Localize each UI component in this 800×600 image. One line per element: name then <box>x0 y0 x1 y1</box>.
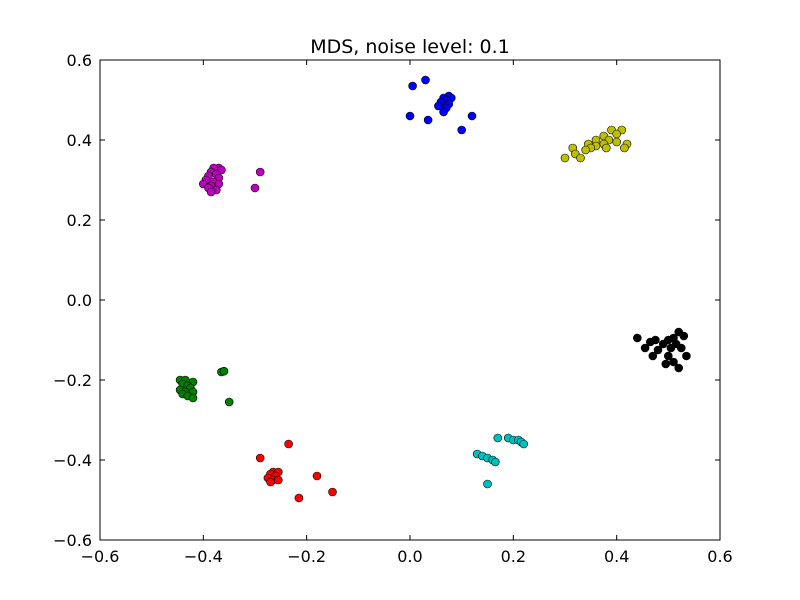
y-tick-label: 0.6 <box>67 51 92 70</box>
scatter-point <box>666 343 676 353</box>
scatter-point <box>519 439 529 449</box>
scatter-point <box>255 453 265 463</box>
chart-title: MDS, noise level: 0.1 <box>310 36 510 58</box>
scatter-point <box>328 487 337 497</box>
x-tick-label: 0.2 <box>501 547 526 566</box>
scatter-point <box>612 137 622 147</box>
y-tick-label: 0.2 <box>67 211 92 230</box>
scatter-point <box>581 145 591 155</box>
scatter-point <box>294 493 304 503</box>
y-tick-label: −0.2 <box>53 371 92 390</box>
scatter-point <box>421 75 430 85</box>
scatter-point <box>219 366 229 376</box>
scatter-point <box>676 343 686 353</box>
scatter-point <box>493 433 503 443</box>
scatter-point <box>682 351 691 361</box>
scatter-point <box>405 111 415 121</box>
scatter-point <box>250 183 260 193</box>
x-tick-label: −0.2 <box>287 547 326 566</box>
scatter-point <box>663 351 673 361</box>
scatter-point <box>632 333 642 343</box>
y-tick-label: −0.4 <box>53 451 92 470</box>
scatter-point <box>620 143 629 153</box>
scatter-point <box>653 345 663 355</box>
points-layer <box>175 75 691 503</box>
scatter-point <box>408 81 417 91</box>
x-tick-label: 0.0 <box>397 547 422 566</box>
x-tick-label: −0.4 <box>184 547 223 566</box>
x-tick-label: 0.4 <box>604 547 629 566</box>
scatter-point <box>273 475 283 485</box>
scatter-point <box>439 107 448 117</box>
scatter-point <box>284 439 293 449</box>
scatter-point <box>645 337 655 347</box>
scatter-point <box>490 457 500 467</box>
scatter-point <box>255 167 265 177</box>
scatter-point <box>674 363 684 373</box>
scatter-point <box>679 331 689 341</box>
scatter-point <box>661 359 671 369</box>
scatter-point <box>188 393 198 403</box>
scatter-point <box>423 115 433 125</box>
ticks-layer: −0.6 −0.4 −0.2 0.0 0.2 0.4 0.6 −0.6 −0.4 −0.2 0.0 0… <box>53 51 733 566</box>
scatter-point <box>658 339 668 349</box>
scatter-point <box>640 343 650 353</box>
scatter-point <box>457 125 467 135</box>
scatter-point <box>483 479 492 489</box>
y-tick-label: 0.0 <box>67 291 92 310</box>
scatter-point <box>467 111 477 121</box>
x-tick-label: 0.6 <box>707 547 732 566</box>
scatter-point <box>576 153 585 163</box>
scatter-point <box>266 477 275 487</box>
scatter-point <box>612 129 622 139</box>
y-tick-label: −0.6 <box>53 531 92 550</box>
scatter-point <box>601 143 611 153</box>
x-tick-label: −0.6 <box>81 547 120 566</box>
y-tick-label: 0.4 <box>67 131 92 150</box>
scatter-point <box>560 153 570 163</box>
scatter-point <box>648 351 658 361</box>
scatter-point <box>224 397 234 407</box>
scatter-point <box>206 187 216 197</box>
plot-frame <box>99 59 721 541</box>
scatter-point <box>312 471 322 481</box>
